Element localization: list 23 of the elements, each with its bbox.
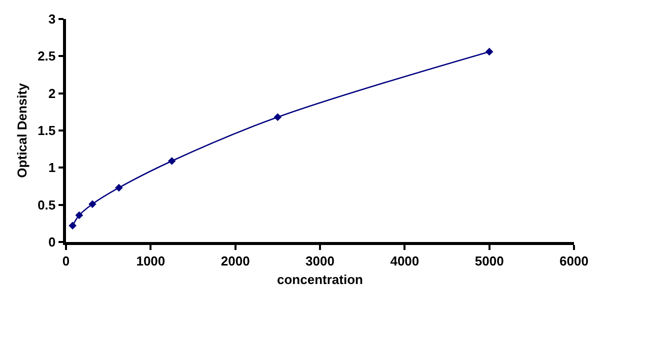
- point: [75, 211, 84, 220]
- point: [88, 200, 96, 208]
- point: [68, 222, 76, 230]
- x-tick-label: 0: [62, 253, 70, 268]
- y-tick-label: 2.5: [38, 48, 56, 64]
- x-tick-label: 6000: [560, 253, 588, 268]
- x-axis-title: concentration: [277, 272, 364, 287]
- y-tick-label: 1.5: [38, 123, 56, 138]
- point: [168, 157, 176, 165]
- point: [274, 113, 282, 122]
- point: [485, 48, 494, 56]
- y-axis-title: Optical Density: [14, 82, 30, 178]
- x-tick-label: 2000: [220, 253, 250, 268]
- x-tick-label: 1000: [136, 253, 166, 268]
- y-tick-label: 3: [48, 12, 56, 27]
- y-tick-label: 1: [48, 160, 56, 176]
- y-tick-label: 0.5: [38, 197, 56, 212]
- point: [115, 184, 123, 192]
- y-tick-label: 2: [48, 86, 56, 101]
- x-tick-label: 4000: [390, 253, 420, 268]
- x-tick-label: 3000: [306, 253, 334, 268]
- x-tick-label: 5000: [474, 253, 504, 268]
- y-tick-label: 0: [48, 234, 56, 250]
